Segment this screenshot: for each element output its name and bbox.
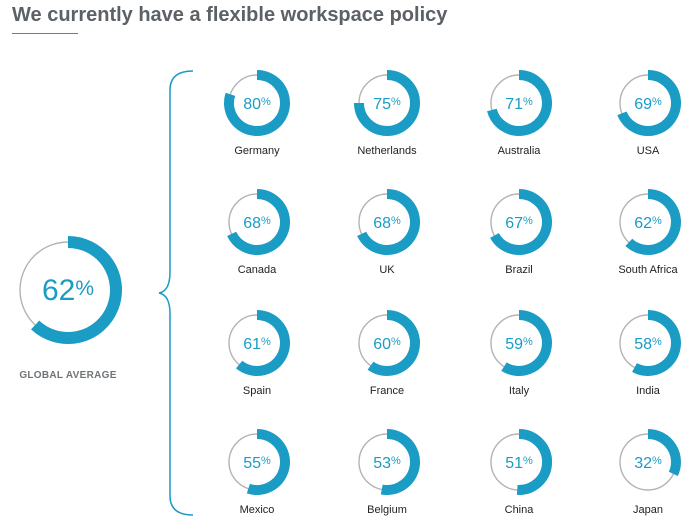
donut-france: 60% France	[358, 310, 420, 397]
donut-australia-value-arc	[487, 70, 552, 136]
donut-brazil-name-label: Brazil	[505, 264, 533, 276]
donut-italy-name-label: Italy	[509, 385, 530, 397]
donut-uk-value-label: 68%	[373, 215, 401, 232]
donut-japan: 32% Japan	[619, 429, 681, 516]
donut-italy-value-label: 59%	[505, 336, 533, 353]
donut-germany-name-label: Germany	[234, 145, 280, 157]
donut-canada-name-label: Canada	[238, 264, 277, 276]
donut-india: 58% India	[619, 310, 681, 397]
donut-mexico-value-label: 55%	[243, 455, 271, 472]
donut-belgium: 53% Belgium	[358, 429, 420, 516]
donut-uk-name-label: UK	[379, 264, 395, 276]
donut-south-africa-name-label: South Africa	[618, 264, 678, 276]
donut-australia-name-label: Australia	[498, 145, 542, 157]
donut-netherlands-value-arc	[354, 70, 420, 136]
donut-south-africa-value-arc	[625, 189, 681, 255]
donut-south-africa: 62% South Africa	[618, 189, 681, 276]
donut-china-value-label: 51%	[505, 455, 533, 472]
donut-usa-value-arc	[617, 70, 681, 136]
donut-india-value-arc	[632, 310, 681, 376]
donut-uk-value-arc	[357, 189, 420, 255]
donut-usa-value-label: 69%	[634, 96, 662, 113]
donut-china: 51% China	[490, 428, 553, 516]
donut-spain-value-arc	[235, 310, 290, 376]
donut-canada-value-label: 68%	[243, 215, 271, 232]
donut-netherlands-name-label: Netherlands	[357, 145, 417, 157]
donut-netherlands: 75% Netherlands	[354, 70, 420, 157]
donut-spain-name-label: Spain	[243, 385, 271, 397]
donut-italy-value-arc	[501, 310, 552, 376]
grouping-brace	[158, 70, 194, 516]
donut-global-average-name-label: GLOBAL AVERAGE	[19, 370, 116, 381]
donut-mexico-value-arc	[246, 429, 290, 495]
donut-france-value-arc	[367, 310, 420, 376]
donut-india-value-label: 58%	[634, 336, 662, 353]
donut-italy: 59% Italy	[490, 310, 552, 397]
donut-brazil: 67% Brazil	[490, 189, 552, 276]
donut-canada-value-arc	[227, 189, 290, 255]
donut-brazil-value-label: 67%	[505, 215, 533, 232]
donut-brazil-value-arc	[490, 189, 552, 255]
donut-india-name-label: India	[636, 385, 661, 397]
donut-japan-value-label: 32%	[634, 455, 662, 472]
donut-france-value-label: 60%	[373, 336, 401, 353]
donut-germany: 80% Germany	[224, 70, 290, 157]
donut-france-name-label: France	[370, 385, 404, 397]
donut-mexico-name-label: Mexico	[240, 504, 275, 516]
donut-global-average-value-label: 62%	[42, 274, 94, 307]
chart-title: We currently have a flexible workspace p…	[12, 4, 448, 26]
donut-australia-value-label: 71%	[505, 96, 533, 113]
donut-china-name-label: China	[505, 504, 535, 516]
donut-spain: 61% Spain	[228, 310, 290, 397]
donut-belgium-value-arc	[380, 429, 420, 495]
donut-canada: 68% Canada	[227, 189, 290, 276]
donut-usa-name-label: USA	[637, 145, 660, 157]
donut-spain-value-label: 61%	[243, 336, 271, 353]
donut-global-average: 62% GLOBAL AVERAGE	[19, 236, 122, 381]
donut-usa: 69% USA	[617, 70, 681, 157]
donut-global-average-value-arc	[31, 236, 122, 344]
donut-belgium-name-label: Belgium	[367, 504, 407, 516]
donut-japan-name-label: Japan	[633, 504, 663, 516]
donut-belgium-value-label: 53%	[373, 455, 401, 472]
donut-china-value-arc	[516, 428, 553, 495]
donut-japan-value-arc	[647, 429, 681, 477]
donut-netherlands-value-label: 75%	[373, 96, 401, 113]
donut-uk: 68% UK	[357, 189, 420, 276]
donut-south-africa-value-label: 62%	[634, 215, 662, 232]
donut-germany-value-label: 80%	[243, 96, 271, 113]
donut-australia: 71% Australia	[487, 70, 552, 157]
title-underline	[12, 33, 78, 34]
donut-mexico: 55% Mexico	[228, 429, 290, 516]
donut-germany-value-arc	[224, 70, 290, 136]
